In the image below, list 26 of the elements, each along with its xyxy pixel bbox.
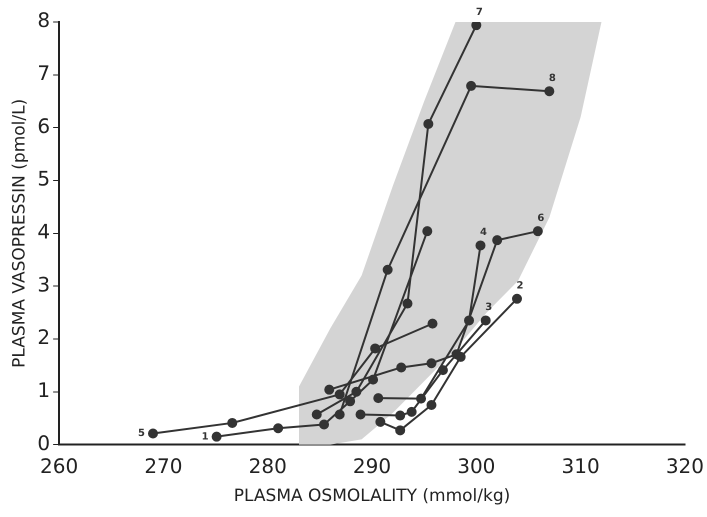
y-tick-label: 6 xyxy=(37,114,50,138)
series-label: 1 xyxy=(202,431,209,442)
series-label: 8 xyxy=(548,72,556,84)
series-label: 4 xyxy=(480,227,488,238)
series-label: 7 xyxy=(476,6,483,18)
series-label: 6 xyxy=(537,212,544,224)
y-tick-label: 4 xyxy=(37,220,50,244)
y-tick-label: 8 xyxy=(37,8,50,32)
x-tick-label: 300 xyxy=(457,454,496,478)
x-tick-label: 260 xyxy=(40,454,78,478)
x-axis-title: PLASMA OSMOLALITY (mmol/kg) xyxy=(234,486,510,506)
x-tick-label: 270 xyxy=(144,454,183,478)
y-tick-label: 0 xyxy=(37,430,50,455)
series-label: 3 xyxy=(485,302,492,314)
y-tick-label: 3 xyxy=(37,272,50,296)
y-tick-label: 2 xyxy=(37,325,50,350)
x-tick-label: 280 xyxy=(248,454,287,478)
series-label: 5 xyxy=(138,428,146,440)
y-axis-title: PLASMA VASOPRESSIN (pmol/L) xyxy=(10,98,30,368)
x-tick-label: 290 xyxy=(352,454,392,478)
x-tick-label: 320 xyxy=(666,454,704,478)
y-tick-label: 7 xyxy=(37,61,50,86)
y-tick-label: 1 xyxy=(37,378,50,402)
x-tick-label: 310 xyxy=(562,454,600,478)
series-label: 2 xyxy=(516,280,524,292)
y-tick-label: 5 xyxy=(37,166,50,191)
